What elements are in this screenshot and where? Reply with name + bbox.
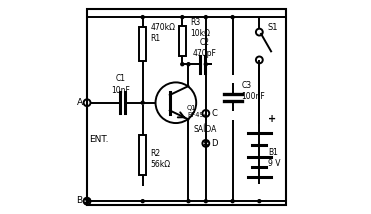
Circle shape: [187, 200, 190, 203]
Text: A: A: [77, 98, 86, 107]
Bar: [139, 135, 146, 175]
Circle shape: [141, 200, 144, 203]
Circle shape: [231, 16, 234, 19]
Circle shape: [204, 63, 207, 66]
Bar: [139, 27, 146, 61]
Text: Q1
BF494: Q1 BF494: [187, 104, 208, 118]
Text: S1: S1: [268, 23, 278, 32]
Circle shape: [231, 200, 234, 203]
Circle shape: [181, 16, 184, 19]
Text: C: C: [211, 109, 217, 118]
Text: SAÍDA: SAÍDA: [193, 125, 216, 134]
Text: R2
56kΩ: R2 56kΩ: [151, 149, 171, 169]
Circle shape: [155, 82, 196, 123]
Text: D: D: [211, 139, 218, 148]
Circle shape: [258, 200, 261, 203]
Text: 470kΩ
R1: 470kΩ R1: [151, 23, 175, 43]
Circle shape: [204, 200, 207, 203]
Text: +: +: [268, 114, 276, 124]
Circle shape: [204, 16, 207, 19]
Circle shape: [141, 16, 144, 19]
Circle shape: [187, 63, 190, 66]
Bar: [179, 26, 186, 56]
Text: R3
10kΩ: R3 10kΩ: [190, 18, 210, 38]
Circle shape: [141, 101, 144, 104]
Text: C1
10nF: C1 10nF: [111, 74, 130, 95]
Text: B: B: [77, 196, 86, 205]
Text: B1
9 V: B1 9 V: [268, 148, 280, 168]
Circle shape: [181, 63, 184, 66]
Text: C2
470pF: C2 470pF: [193, 38, 217, 58]
Text: C3
100nF: C3 100nF: [241, 81, 265, 101]
Text: ENT.: ENT.: [89, 135, 109, 144]
